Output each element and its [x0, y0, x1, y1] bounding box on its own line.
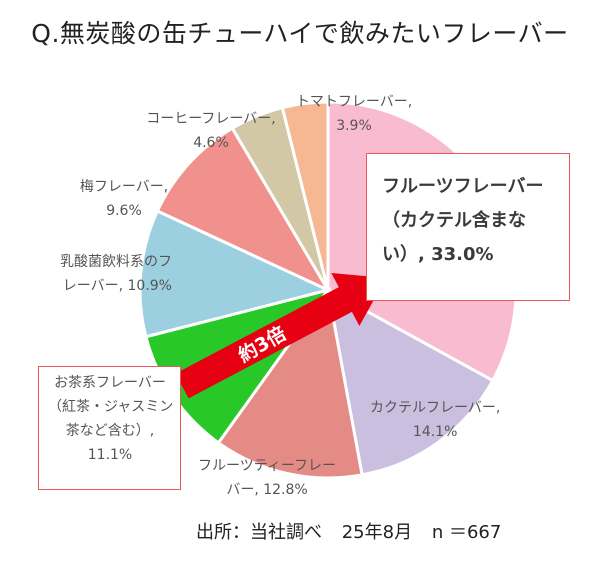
slice-label-ume-line-1: 梅フレーバー,: [79, 179, 169, 195]
slice-label-fruit-line-1: フルーツフレーバー: [382, 176, 544, 197]
highlight-box-tea: [38, 366, 181, 490]
slice-label-tomato-line-1: トマトフレーバー,: [295, 94, 413, 110]
source-date: 25年8月: [341, 522, 413, 543]
slice-label-ume-line-2: 9.6%: [106, 203, 142, 219]
slice-label-coffee: コーヒーフレーバー, 4.6%: [136, 107, 286, 155]
pie-slice-fruit-tea: [216, 286, 364, 480]
pie-slice-cocktail: [325, 287, 495, 477]
slice-label-cocktail-line-1: カクテルフレーバー,: [370, 400, 501, 416]
slice-label-ume: 梅フレーバー, 9.6%: [68, 175, 180, 223]
slice-label-lactic-line-1: 乳酸菌飲料系のフ: [60, 254, 172, 270]
slice-label-fruit: フルーツフレーバー （カクテル含まな い）, 33.0%: [382, 170, 543, 272]
slice-label-fruit-tea-line-2: バー, 12.8%: [226, 482, 308, 498]
slice-label-lactic-line-2: レーバー, 10.9%: [62, 278, 172, 294]
slice-label-coffee-line-1: コーヒーフレーバー,: [146, 111, 276, 127]
slice-label-fruit-line-3: い）, 33.0%: [382, 244, 494, 265]
slice-label-coffee-line-2: 4.6%: [193, 135, 229, 151]
pie-slice-lactic: [138, 209, 333, 339]
pie-slice-tomato: [280, 100, 330, 291]
slice-label-tea: お茶系フレーバー （紅茶・ジャスミン 茶など含む）, 11.1%: [48, 371, 174, 467]
slice-label-tea-line-4: 11.1%: [87, 447, 133, 463]
slice-label-cocktail-line-2: 14.1%: [412, 424, 458, 440]
source-text: 出所：当社調べ: [196, 522, 322, 543]
slice-label-tea-line-3: 茶など含む）,: [65, 423, 155, 439]
slice-label-fruit-line-2: （カクテル含まな: [382, 210, 526, 231]
slice-label-fruit-tea: フルーツティーフレー バー, 12.8%: [198, 454, 336, 502]
slice-label-lactic: 乳酸菌飲料系のフ レーバー, 10.9%: [34, 250, 172, 298]
slice-label-tea-line-2: （紅茶・ジャスミン: [48, 399, 174, 415]
slice-label-fruit-tea-line-1: フルーツティーフレー: [198, 458, 337, 474]
source-note: 出所：当社調べ 25年8月 n ＝667: [196, 518, 515, 544]
slice-label-tea-line-1: お茶系フレーバー: [54, 375, 166, 391]
slice-label-tomato: トマトフレーバー, 3.9%: [286, 90, 422, 138]
slice-label-tomato-line-2: 3.9%: [336, 118, 372, 134]
highlight-box-fruit: [366, 153, 570, 301]
chart-title: Q.無炭酸の缶チューハイで飲みたいフレーバー: [31, 19, 569, 48]
slice-label-cocktail: カクテルフレーバー, 14.1%: [370, 396, 500, 444]
sample-size: n ＝667: [431, 522, 502, 543]
comparison-arrow: [175, 273, 386, 399]
pie-slice-ume: [155, 126, 332, 294]
